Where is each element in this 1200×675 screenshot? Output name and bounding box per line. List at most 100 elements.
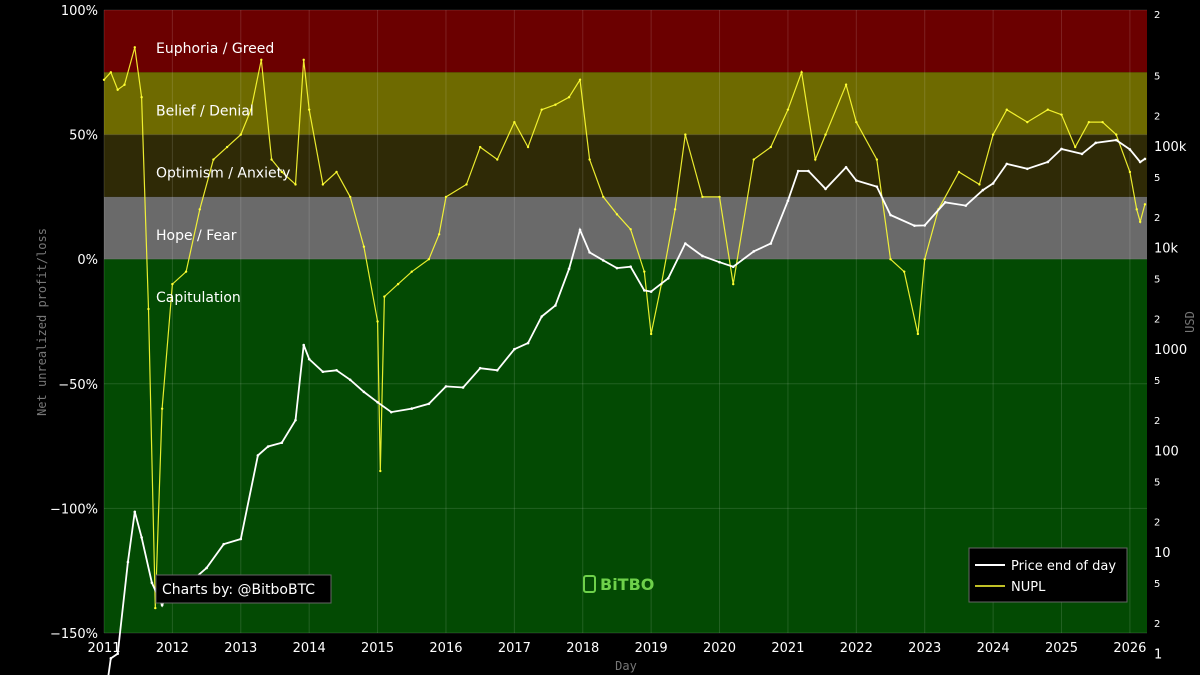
- x-tick-label: 2026: [1113, 641, 1146, 656]
- nupl-point: [133, 46, 136, 49]
- nupl-point: [554, 103, 557, 106]
- price-point: [133, 510, 137, 514]
- price-point: [526, 341, 530, 345]
- x-tick-label: 2011: [87, 641, 120, 656]
- price-point: [943, 201, 947, 204]
- y2-axis-ticks: 100k 10k 1000 100 10 1 2 5 2 5 2 5 2 5 2 5 2 5 2: [1154, 10, 1187, 663]
- nupl-point: [800, 71, 803, 74]
- y2-minor-tick-label: 5: [1154, 579, 1160, 590]
- price-point: [701, 254, 704, 258]
- nupl-point: [478, 145, 482, 149]
- nupl-point: [684, 133, 687, 136]
- nupl-point: [496, 158, 499, 161]
- legend-price-label: Price end of day: [1011, 559, 1116, 574]
- nupl-point: [376, 320, 379, 323]
- price-point: [981, 188, 985, 192]
- nupl-point: [1005, 108, 1008, 111]
- nupl-point: [1138, 220, 1142, 224]
- price-point: [731, 265, 735, 269]
- series-layer: [102, 46, 1147, 675]
- price-point: [348, 378, 352, 382]
- x-tick-label: 2017: [498, 641, 531, 656]
- y2-minor-tick-label: 2: [1154, 518, 1160, 529]
- price-point: [1026, 167, 1029, 171]
- nupl-point: [1073, 145, 1077, 149]
- price-point: [266, 445, 270, 448]
- price-point: [335, 369, 338, 372]
- price-point: [588, 251, 591, 254]
- y-tick-label: −150%: [50, 627, 98, 642]
- price-point: [1046, 160, 1050, 164]
- y-axis-title: Net unrealized profit/loss: [35, 228, 49, 416]
- zone-band: [104, 196, 1147, 260]
- zone-band: [104, 134, 1147, 197]
- price-point: [444, 385, 448, 388]
- price-point: [1138, 160, 1142, 164]
- nupl-point: [1115, 133, 1118, 136]
- price-point: [1094, 141, 1098, 145]
- zone-band: [104, 10, 1147, 73]
- nupl-point: [239, 133, 242, 136]
- nupl-point: [427, 258, 431, 261]
- price-point: [629, 265, 632, 269]
- price-point: [964, 204, 968, 207]
- price-point: [1005, 162, 1009, 166]
- y-tick-label: −100%: [50, 502, 98, 517]
- nupl-point: [102, 78, 106, 81]
- nupl-point: [396, 282, 400, 286]
- nupl-point: [855, 120, 858, 124]
- price-point: [684, 242, 687, 245]
- price-point: [769, 242, 773, 245]
- x-tick-label: 2024: [977, 641, 1010, 656]
- y2-tick-label: 10k: [1154, 242, 1179, 257]
- nupl-point: [154, 606, 157, 610]
- price-point: [554, 304, 557, 307]
- y2-tick-label: 1000: [1154, 343, 1187, 358]
- y2-tick-label: 100: [1154, 445, 1179, 460]
- price-point: [796, 169, 800, 173]
- price-point: [513, 347, 516, 351]
- nupl-point: [280, 170, 284, 174]
- nupl-point: [379, 469, 382, 473]
- nupl-point: [991, 133, 995, 136]
- nupl-point: [302, 58, 305, 62]
- nupl-point: [465, 183, 468, 186]
- x-tick-label: 2014: [293, 641, 326, 656]
- x-tick-label: 2022: [840, 641, 873, 656]
- legend-box: [968, 547, 1128, 603]
- nupl-point: [140, 96, 143, 99]
- x-tick-label: 2016: [429, 641, 462, 656]
- price-point: [461, 386, 465, 389]
- nupl-point: [526, 145, 530, 149]
- credit-box[interactable]: Charts by: @BitboBTC: [155, 574, 332, 604]
- price-point: [567, 267, 571, 271]
- x-tick-label: 2019: [635, 641, 668, 656]
- x-tick-label: 2012: [156, 641, 189, 656]
- x-tick-label: 2021: [771, 641, 804, 656]
- nupl-line: [103, 47, 1146, 609]
- y-tick-label: 50%: [69, 129, 98, 144]
- nupl-point: [957, 170, 961, 174]
- price-point: [913, 224, 916, 227]
- y2-minor-tick-label: 5: [1154, 173, 1160, 184]
- y2-minor-tick-label: 5: [1154, 274, 1160, 285]
- nupl-point: [294, 183, 297, 186]
- price-point: [855, 179, 858, 182]
- nupl-point: [889, 258, 892, 261]
- bitbo-logo-icon: [583, 575, 596, 593]
- nupl-point: [629, 228, 632, 231]
- nupl-point: [109, 71, 113, 74]
- nupl-point: [540, 108, 543, 111]
- y2-minor-tick-label: 5: [1154, 71, 1160, 82]
- price-point: [280, 441, 284, 444]
- legend-nupl-label: NUPL: [1011, 580, 1046, 595]
- price-point: [256, 454, 260, 457]
- zone-bands: [104, 10, 1147, 633]
- nupl-point: [673, 208, 677, 211]
- y2-tick-label: 100k: [1154, 140, 1187, 155]
- price-point: [239, 537, 243, 541]
- zone-label: Optimism / Anxiety: [156, 166, 290, 182]
- nupl-point: [270, 158, 273, 161]
- zone-label: Capitulation: [156, 290, 241, 306]
- nupl-point: [701, 195, 704, 199]
